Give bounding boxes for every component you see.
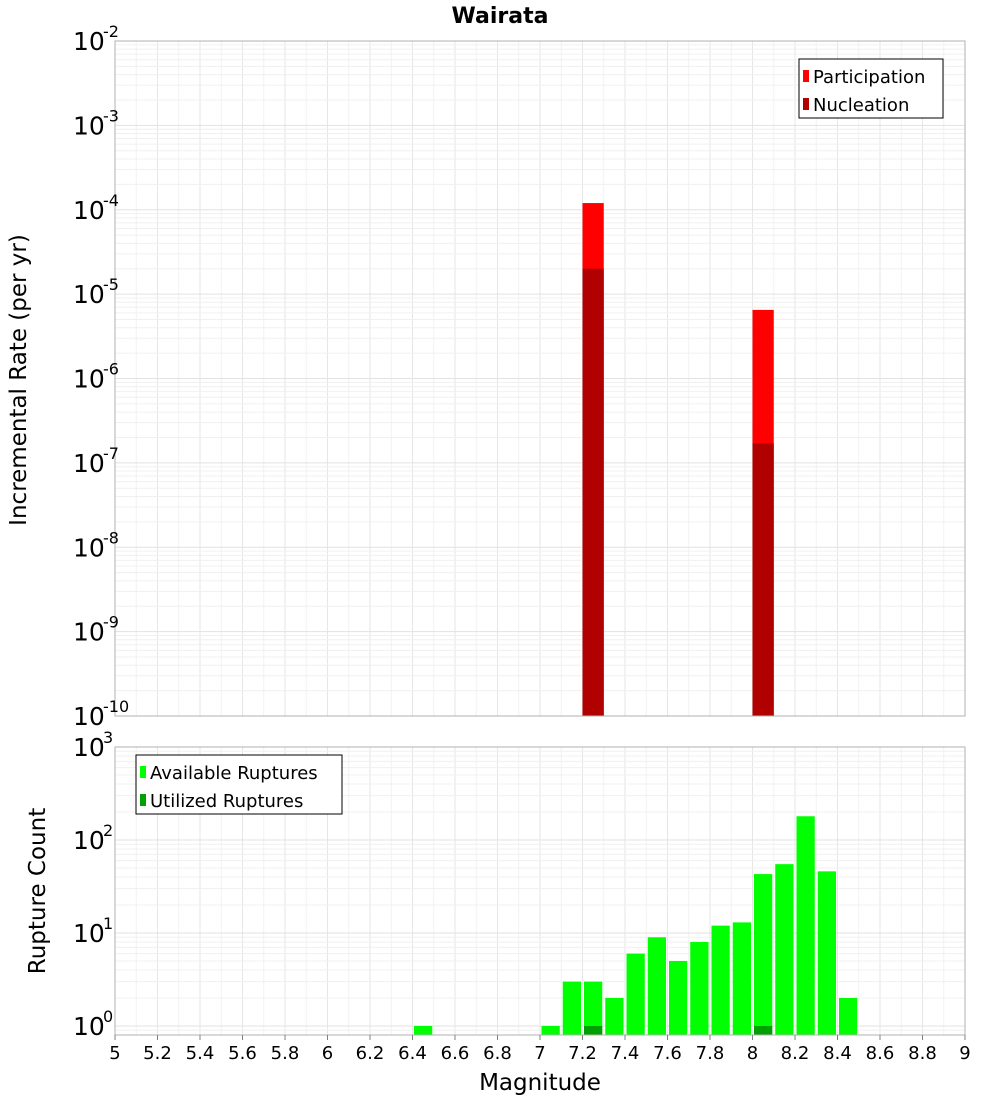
bar: [414, 1025, 433, 1035]
y-tick-exponent: 0: [103, 1007, 113, 1026]
y-tick-exponent: 3: [103, 728, 113, 747]
legend-swatch: [140, 794, 146, 806]
y-tick-label: 10: [73, 702, 105, 731]
y-tick-label: 10: [73, 618, 105, 647]
bar: [584, 981, 603, 1035]
y-tick-label: 10: [73, 280, 105, 309]
y-tick-exponent: -9: [103, 613, 119, 632]
x-tick-label: 8.2: [781, 1043, 810, 1064]
bar: [584, 1025, 603, 1035]
grid: [114, 40, 966, 717]
bar: [754, 1025, 773, 1035]
legend-box: [798, 58, 944, 119]
y-tick-label: 10: [73, 533, 105, 562]
y-tick-exponent: 2: [103, 821, 113, 840]
y-tick-label: 10: [73, 733, 105, 762]
y-tick-exponent: -8: [103, 528, 119, 547]
chart-title: Wairata: [452, 4, 549, 29]
y-tick-label: 10: [73, 365, 105, 394]
bar: [752, 443, 774, 716]
series-utilized-ruptures: [584, 1025, 773, 1035]
legend-swatch: [140, 766, 146, 778]
y-tick-exponent: -10: [103, 697, 129, 716]
legend-swatch: [803, 70, 809, 82]
x-axis-label: Magnitude: [479, 1070, 601, 1096]
y-tick-exponent: -3: [103, 106, 119, 125]
legend: Participation Nucleation: [798, 58, 944, 119]
bar: [839, 997, 858, 1035]
y-tick-label: 10: [73, 196, 105, 225]
bar: [796, 816, 815, 1035]
plot-frame: [114, 40, 966, 717]
legend-swatch: [803, 98, 809, 110]
y-tick-label: 10: [73, 111, 105, 140]
legend-entry: Nucleation: [813, 95, 909, 116]
bar: [669, 960, 688, 1035]
series-available-ruptures: [414, 816, 858, 1035]
series-nucleation: [582, 268, 774, 716]
x-tick-label: 7.6: [653, 1043, 682, 1064]
y-tick-exponent: -7: [103, 444, 119, 463]
x-tick-label: 6: [322, 1043, 333, 1064]
legend-entry: Utilized Ruptures: [150, 791, 303, 812]
y-tick-label: 10: [73, 449, 105, 478]
bar: [817, 871, 836, 1035]
bar: [775, 864, 794, 1035]
y-tick-label: 10: [73, 1012, 105, 1041]
x-tick-label: 7.8: [696, 1043, 725, 1064]
x-tick-label: 9: [959, 1043, 970, 1064]
y-tick-label: 10: [73, 27, 105, 56]
legend-entry: Participation: [813, 67, 925, 88]
bar: [711, 925, 730, 1035]
y-tick-exponent: -4: [103, 191, 119, 210]
x-tick-label: 6.8: [483, 1043, 512, 1064]
legend-entry: Available Ruptures: [150, 763, 318, 784]
x-tick-label: 8.6: [866, 1043, 895, 1064]
x-tick-label: 5.8: [271, 1043, 300, 1064]
x-tick-label: 6.4: [398, 1043, 427, 1064]
bar: [732, 922, 751, 1035]
x-tick-label: 7.2: [568, 1043, 597, 1064]
legend-box: [135, 754, 343, 815]
x-tick-label: 7.4: [611, 1043, 640, 1064]
y-axis-label: Incremental Rate (per yr): [6, 234, 32, 526]
bar: [647, 937, 666, 1035]
bar: [582, 268, 604, 716]
bar: [690, 942, 709, 1035]
x-tick-label: 5.2: [143, 1043, 172, 1064]
bar: [626, 953, 645, 1035]
bar: [605, 997, 624, 1035]
bar: [754, 874, 773, 1035]
y-tick-exponent: -6: [103, 360, 119, 379]
y-tick-label: 10: [73, 826, 105, 855]
y-axis-label: Rupture Count: [25, 808, 51, 974]
x-tick-label: 5.6: [228, 1043, 257, 1064]
y-tick-label: 10: [73, 919, 105, 948]
bar: [562, 981, 581, 1035]
x-tick-label: 5: [109, 1043, 120, 1064]
x-tick-label: 6.2: [356, 1043, 385, 1064]
x-tick-label: 5.4: [186, 1043, 215, 1064]
x-tick-label: 8: [747, 1043, 758, 1064]
x-tick-label: 6.6: [441, 1043, 470, 1064]
x-tick-label: 7: [534, 1043, 545, 1064]
bar: [541, 1025, 560, 1035]
y-tick-exponent: -2: [103, 22, 119, 41]
series-participation: [582, 203, 774, 716]
y-tick-exponent: -5: [103, 275, 119, 294]
x-tick-label: 8.4: [823, 1043, 852, 1064]
y-tick-exponent: 1: [103, 914, 113, 933]
legend: Available Ruptures Utilized Ruptures: [135, 754, 343, 815]
x-tick-label: 8.8: [908, 1043, 937, 1064]
